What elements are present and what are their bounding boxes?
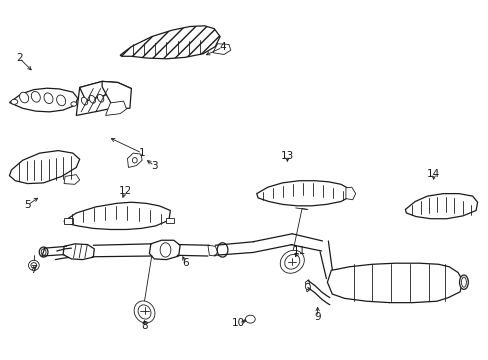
Ellipse shape	[459, 275, 468, 289]
Polygon shape	[405, 194, 477, 219]
Ellipse shape	[461, 277, 466, 287]
Ellipse shape	[217, 243, 227, 257]
Ellipse shape	[71, 102, 77, 106]
Ellipse shape	[44, 93, 53, 104]
Ellipse shape	[11, 99, 18, 104]
Polygon shape	[64, 175, 80, 184]
Text: 9: 9	[314, 312, 320, 322]
Polygon shape	[327, 263, 462, 303]
Ellipse shape	[245, 315, 255, 323]
Ellipse shape	[89, 95, 95, 103]
Polygon shape	[305, 280, 310, 292]
Ellipse shape	[57, 95, 65, 106]
Polygon shape	[64, 218, 73, 224]
Polygon shape	[120, 26, 220, 59]
Polygon shape	[9, 150, 80, 184]
Polygon shape	[149, 240, 180, 260]
Polygon shape	[76, 81, 114, 116]
Text: 11: 11	[292, 246, 305, 256]
Text: 7: 7	[30, 265, 37, 275]
Ellipse shape	[31, 263, 37, 268]
Polygon shape	[207, 245, 217, 256]
Ellipse shape	[160, 243, 170, 257]
Ellipse shape	[280, 250, 304, 273]
Text: 12: 12	[118, 186, 131, 197]
Ellipse shape	[284, 255, 299, 269]
Polygon shape	[345, 187, 355, 200]
Ellipse shape	[305, 283, 310, 290]
Ellipse shape	[28, 260, 39, 270]
Polygon shape	[105, 101, 126, 116]
Polygon shape	[80, 81, 131, 101]
Ellipse shape	[97, 94, 103, 102]
Ellipse shape	[39, 247, 48, 257]
Polygon shape	[166, 218, 173, 223]
Polygon shape	[102, 81, 131, 108]
Ellipse shape	[31, 91, 40, 102]
Ellipse shape	[132, 158, 137, 163]
Ellipse shape	[138, 305, 151, 319]
Text: 14: 14	[426, 168, 439, 179]
Polygon shape	[63, 244, 94, 260]
Polygon shape	[256, 181, 350, 206]
Text: 1: 1	[139, 148, 145, 158]
Text: 5: 5	[24, 200, 31, 210]
Text: 3: 3	[151, 161, 157, 171]
Text: 2: 2	[16, 53, 22, 63]
Ellipse shape	[81, 97, 87, 105]
Ellipse shape	[41, 249, 46, 255]
Ellipse shape	[20, 92, 28, 103]
Polygon shape	[9, 88, 78, 112]
Text: 8: 8	[141, 321, 147, 331]
Text: 13: 13	[280, 150, 293, 161]
Text: 10: 10	[232, 318, 244, 328]
Polygon shape	[212, 44, 230, 54]
Text: 6: 6	[183, 258, 189, 268]
Ellipse shape	[134, 301, 155, 323]
Polygon shape	[127, 153, 142, 167]
Polygon shape	[64, 202, 170, 229]
Text: 4: 4	[219, 42, 225, 52]
